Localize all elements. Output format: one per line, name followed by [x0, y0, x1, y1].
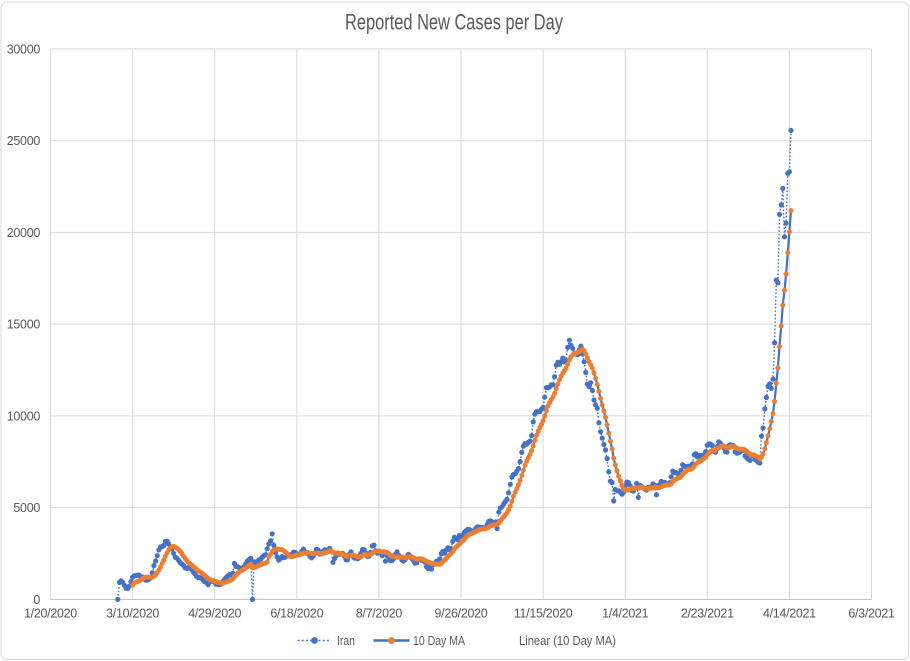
svg-text:1/4/2021: 1/4/2021	[602, 606, 649, 620]
svg-text:6/18/2020: 6/18/2020	[270, 606, 323, 620]
svg-text:20000: 20000	[7, 226, 41, 240]
svg-text:2/23/2021: 2/23/2021	[681, 606, 734, 620]
svg-text:0: 0	[33, 593, 40, 607]
svg-text:6/3/2021: 6/3/2021	[848, 606, 895, 620]
svg-text:5000: 5000	[13, 501, 40, 515]
svg-text:30000: 30000	[7, 42, 41, 56]
svg-text:4/14/2021: 4/14/2021	[763, 606, 816, 620]
svg-text:9/26/2020: 9/26/2020	[435, 606, 488, 620]
svg-text:15000: 15000	[7, 318, 41, 332]
svg-text:3/10/2020: 3/10/2020	[106, 606, 159, 620]
svg-text:4/29/2020: 4/29/2020	[188, 606, 241, 620]
svg-text:11/15/2020: 11/15/2020	[514, 606, 573, 620]
svg-text:1/20/2020: 1/20/2020	[24, 606, 77, 620]
svg-text:10000: 10000	[7, 409, 41, 423]
svg-text:Reported New Cases per Day: Reported New Cases per Day	[345, 10, 563, 35]
svg-text:10 Day MA: 10 Day MA	[413, 634, 466, 648]
svg-text:Iran: Iran	[337, 634, 355, 648]
svg-text:25000: 25000	[7, 134, 41, 148]
svg-text:Linear (10 Day MA): Linear (10 Day MA)	[519, 634, 616, 648]
svg-text:8/7/2020: 8/7/2020	[356, 606, 403, 620]
